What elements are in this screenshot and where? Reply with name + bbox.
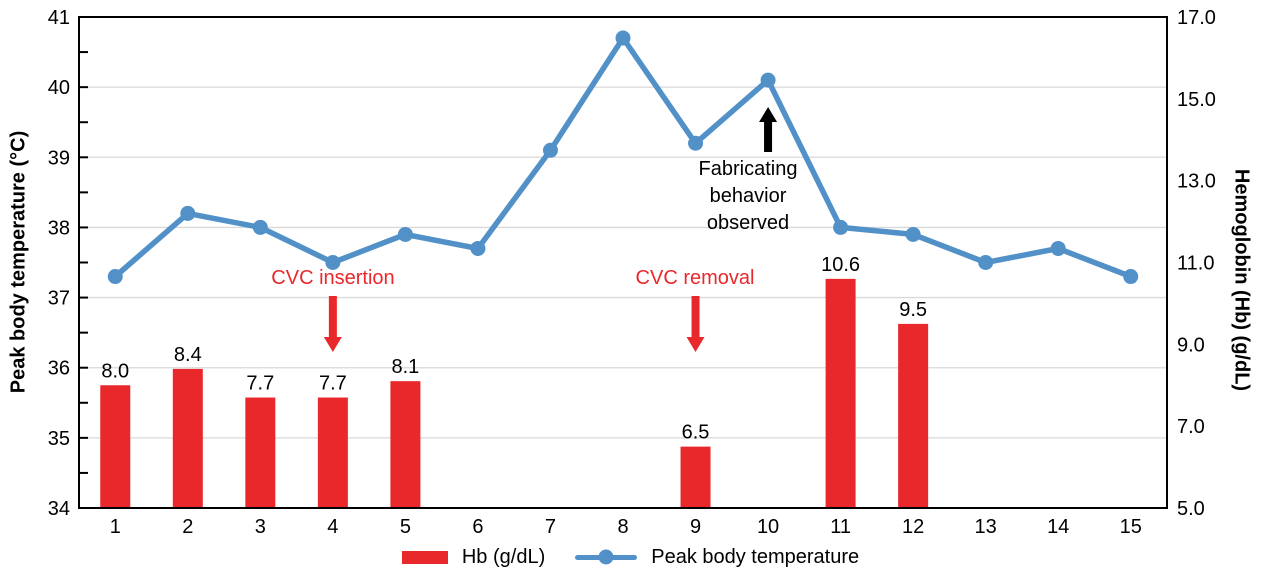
annotation-cvc-removal: CVC removal: [635, 267, 755, 289]
temperature-point: [833, 219, 849, 235]
x-axis-tick-label: 6: [472, 516, 483, 538]
x-axis-tick-label: 14: [1047, 516, 1069, 538]
hb-bar: [898, 323, 929, 508]
hb-bar: [172, 368, 203, 508]
x-axis-tick-label: 15: [1120, 516, 1142, 538]
legend-line-swatch: [575, 549, 638, 565]
hb-bar: [680, 446, 711, 508]
temperature-point: [107, 269, 123, 285]
legend-bar-swatch: [401, 550, 448, 564]
temperature-point: [1050, 240, 1066, 256]
hb-bar: [825, 278, 856, 508]
x-axis-tick-label: 13: [975, 516, 997, 538]
right-axis-tick-label: 11.0: [1177, 253, 1214, 275]
up-arrow-icon: [759, 107, 778, 122]
right-axis-title: Hemoglobin (Hb) (g/dL): [1230, 168, 1253, 392]
annotation-cvc-insertion: CVC insertion: [271, 267, 395, 289]
annotation-fabricating-behavior: Fabricating behavior observed: [698, 158, 798, 234]
hb-bar: [100, 385, 131, 508]
temperature-point: [905, 226, 921, 242]
legend-bar-label: Hb (g/dL): [461, 545, 546, 568]
temperature-point: [470, 240, 486, 256]
temperature-point: [542, 142, 558, 158]
legend-line-dot: [598, 549, 614, 565]
bar-value-label: 6.5: [682, 422, 710, 444]
bar-value-label: 8.4: [174, 344, 202, 366]
x-axis-tick-label: 8: [617, 516, 628, 538]
right-axis-tick-label: 17.0: [1177, 7, 1216, 29]
x-axis-tick-label: 9: [690, 516, 701, 538]
legend-line-label: Peak body temperature: [651, 545, 860, 568]
bar-value-label: 10.6: [821, 254, 860, 276]
left-axis-tick-label: 38: [48, 217, 70, 239]
right-axis-tick-label: 13.0: [1177, 171, 1216, 193]
temperature-point: [325, 255, 341, 270]
down-arrow-icon: [691, 296, 700, 338]
left-axis-tick-label: 40: [48, 77, 70, 99]
left-axis-title: Peak body temperature (°C): [7, 130, 30, 394]
bar-value-label: 7.7: [319, 373, 347, 395]
left-axis-tick-label: 36: [48, 358, 70, 380]
temperature-point: [397, 226, 413, 242]
x-axis-tick-label: 3: [255, 516, 266, 538]
left-axis-tick-label: 35: [48, 428, 70, 450]
left-axis-tick-label: 41: [48, 7, 70, 29]
down-arrow-icon: [328, 296, 337, 338]
up-arrow-icon: [764, 121, 773, 152]
hb-bar: [245, 397, 276, 508]
x-axis-tick-label: 4: [327, 516, 338, 538]
x-axis-tick-label: 2: [182, 516, 193, 538]
legend: Hb (g/dL) Peak body temperature: [0, 543, 1261, 571]
temperature-point: [180, 205, 196, 221]
x-axis-tick-label: 11: [830, 516, 851, 538]
hb-bar: [317, 397, 348, 508]
temperature-point: [688, 135, 704, 151]
left-axis-tick-label: 37: [48, 288, 70, 310]
down-arrow-icon: [686, 337, 705, 352]
temperature-point: [760, 72, 776, 88]
bar-value-label: 8.0: [101, 360, 129, 382]
right-axis-tick-label: 9.0: [1177, 334, 1205, 356]
x-axis-tick-label: 1: [110, 516, 121, 538]
right-axis-tick-label: 7.0: [1177, 416, 1205, 438]
temperature-point: [1123, 269, 1139, 285]
x-axis-tick-label: 12: [902, 516, 924, 538]
hb-bar: [390, 381, 421, 508]
x-axis-tick-label: 7: [545, 516, 556, 538]
left-axis-tick-label: 34: [48, 498, 70, 520]
temperature-point: [252, 219, 268, 235]
right-axis-tick-label: 15.0: [1177, 89, 1216, 111]
bar-value-label: 9.5: [899, 299, 927, 321]
temperature-point: [615, 30, 631, 46]
left-axis-tick-label: 39: [48, 147, 70, 169]
x-axis-tick-label: 5: [400, 516, 411, 538]
x-axis-tick-label: 10: [757, 516, 779, 538]
bar-value-label: 7.7: [246, 373, 274, 395]
temperature-point: [978, 255, 994, 270]
plot-border: [78, 16, 1168, 509]
down-arrow-icon: [323, 337, 342, 352]
right-axis-tick-label: 5.0: [1177, 498, 1205, 520]
bar-value-label: 8.1: [391, 356, 419, 378]
